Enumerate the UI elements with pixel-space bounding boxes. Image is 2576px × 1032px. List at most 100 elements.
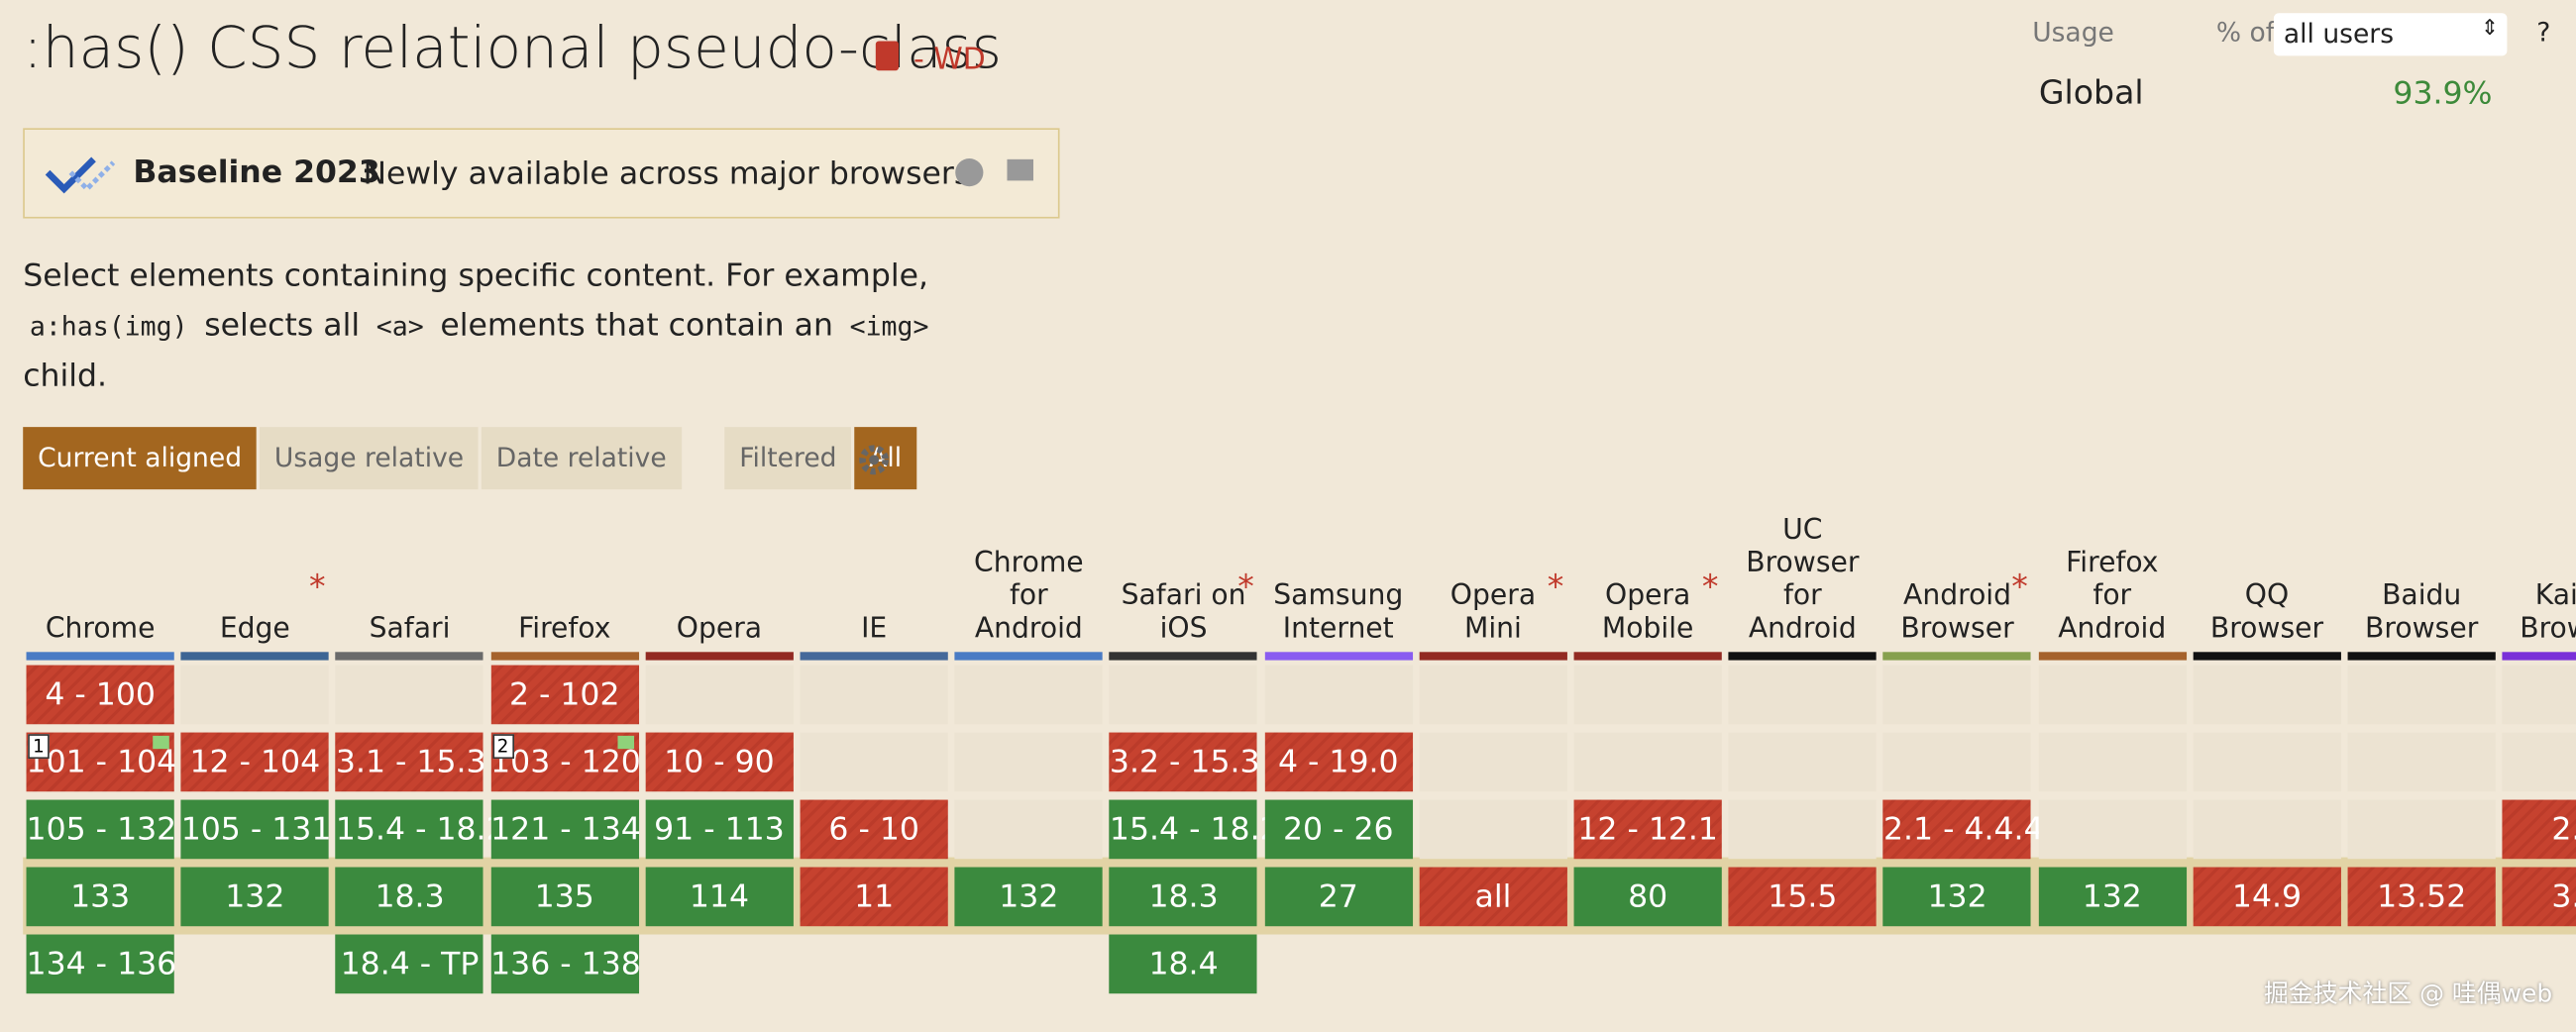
partial-note-asterisk: * (309, 567, 326, 606)
support-cell[interactable]: 135 (490, 867, 639, 927)
support-cell[interactable]: 101 - 104 1 (26, 732, 176, 792)
code-snippet: <a> (376, 310, 424, 342)
support-cell[interactable]: 2 - 102 (490, 665, 639, 725)
browser-color-bar (2038, 652, 2187, 661)
empty-cell (954, 665, 1103, 725)
spec-icon[interactable] (875, 41, 900, 71)
browser-name: Baidu Browser (2365, 579, 2479, 646)
support-cell[interactable]: 10 - 90 (645, 732, 794, 792)
empty-cell (2038, 665, 2187, 725)
support-cell[interactable]: 12 - 12.1 (1573, 799, 1722, 860)
browser-name: Edge (219, 612, 290, 646)
browser-name: Safari (369, 612, 451, 646)
description: Select elements containing specific cont… (23, 252, 943, 401)
code-snippet: <img> (849, 310, 929, 342)
empty-cell (954, 732, 1103, 792)
support-cell[interactable]: all (1419, 867, 1567, 927)
browser-color-bar (26, 652, 174, 661)
feature-title: :has() CSS relational pseudo-class (23, 16, 1003, 82)
support-cell[interactable]: 133 (26, 867, 174, 927)
empty-cell (2502, 665, 2576, 725)
support-cell[interactable]: 114 (645, 867, 794, 927)
empty-cell (2502, 732, 2576, 792)
partial-note-asterisk: * (1701, 567, 1719, 606)
browser-color-bar (1109, 652, 1258, 661)
empty-cell (1264, 665, 1413, 725)
support-cell[interactable]: 2.5 (2502, 799, 2576, 860)
support-cell[interactable]: 121 - 134 (490, 799, 641, 860)
spec-status[interactable]: - WD (912, 43, 986, 77)
description-text: Select elements containing specific cont… (23, 258, 929, 294)
partial-note-asterisk: * (2011, 567, 2028, 606)
browser-name: Opera Mobile (1601, 579, 1694, 646)
support-cell[interactable]: 3.1 - 15.3 (335, 732, 486, 792)
view-tab[interactable]: Date relative (481, 427, 682, 490)
baseline-box: Baseline 2023 Newly available across maj… (23, 128, 1060, 219)
support-cell[interactable]: 136 - 138 (490, 934, 641, 994)
support-cell[interactable]: 20 - 26 (1264, 799, 1413, 860)
empty-cell (2038, 799, 2187, 860)
support-cell[interactable]: 13.52 (2347, 867, 2496, 927)
usage-help[interactable]: ? (2536, 16, 2551, 49)
support-cell[interactable]: 4 - 19.0 (1264, 732, 1413, 792)
support-cell[interactable]: 3.2 - 15.3 (1109, 732, 1260, 792)
support-cell[interactable]: 80 (1573, 867, 1722, 927)
support-cell[interactable]: 11 (800, 867, 948, 927)
description-text: elements that contain an (440, 307, 833, 344)
support-cell[interactable]: 6 - 10 (800, 799, 948, 860)
support-cell[interactable]: 132 (1882, 867, 2032, 927)
empty-cell (335, 665, 484, 725)
support-cell[interactable]: 15.4 - 18.2 (1109, 799, 1280, 860)
browser-name: IE (861, 612, 888, 646)
usage-select[interactable]: all users ⇕ (2273, 13, 2508, 56)
support-cell[interactable]: 18.3 (1109, 867, 1258, 927)
support-cell[interactable]: 12 - 104 (180, 732, 329, 792)
empty-cell (2347, 732, 2496, 792)
support-cell[interactable]: 18.4 (1109, 934, 1258, 994)
support-cell[interactable]: 132 (2038, 867, 2187, 927)
browser-color-bar (1882, 652, 2032, 661)
support-cell[interactable]: 18.3 (335, 867, 484, 927)
empty-cell (180, 665, 329, 725)
help-icon[interactable] (954, 157, 984, 187)
usage-value: 93.9% (2393, 75, 2493, 112)
view-tab[interactable]: Filtered (724, 427, 852, 490)
browser-color-bar (1264, 652, 1413, 661)
support-cell[interactable]: 105 - 132 (26, 799, 176, 860)
support-cell[interactable]: 132 (954, 867, 1103, 927)
view-tab[interactable]: Usage relative (259, 427, 480, 490)
empty-cell (2038, 732, 2187, 792)
support-cell[interactable]: 14.9 (2193, 867, 2341, 927)
browser-name: Firefox (518, 612, 611, 646)
support-cell[interactable]: 15.5 (1728, 867, 1877, 927)
support-cell[interactable]: 2.1 - 4.4.4 (1882, 799, 2044, 860)
settings-icon[interactable] (858, 444, 891, 476)
usage-of: % of (2215, 16, 2276, 49)
support-cell[interactable]: 91 - 113 (645, 799, 794, 860)
support-cell[interactable]: 3.1 (2502, 867, 2576, 927)
note-number: 2 (491, 734, 514, 760)
view-tab[interactable]: Current aligned (23, 427, 257, 490)
partial-note-asterisk: * (1547, 567, 1564, 606)
browser-color-bar (645, 652, 794, 661)
support-cell[interactable]: 103 - 120 2 (490, 732, 641, 792)
support-cell[interactable]: 132 (180, 867, 329, 927)
browser-color-bar (1419, 652, 1567, 661)
support-cell[interactable]: 18.4 - TP (335, 934, 484, 994)
support-cell[interactable]: 15.4 - 18.2 (335, 799, 506, 860)
empty-cell (1573, 665, 1722, 725)
usage-region: Global (2038, 71, 2144, 112)
note-number: 1 (28, 734, 50, 760)
support-cell[interactable]: 4 - 100 (26, 665, 174, 725)
browser-color-bar (180, 652, 329, 661)
code-snippet: a:has(img) (29, 310, 188, 342)
empty-cell (800, 732, 948, 792)
support-cell[interactable]: 134 - 136 (26, 934, 176, 994)
feedback-icon[interactable] (1006, 157, 1035, 187)
baseline-icon (45, 156, 116, 194)
support-cell[interactable]: 27 (1264, 867, 1413, 927)
support-cell[interactable]: 105 - 131 (180, 799, 331, 860)
description-text: selects all (204, 307, 361, 344)
